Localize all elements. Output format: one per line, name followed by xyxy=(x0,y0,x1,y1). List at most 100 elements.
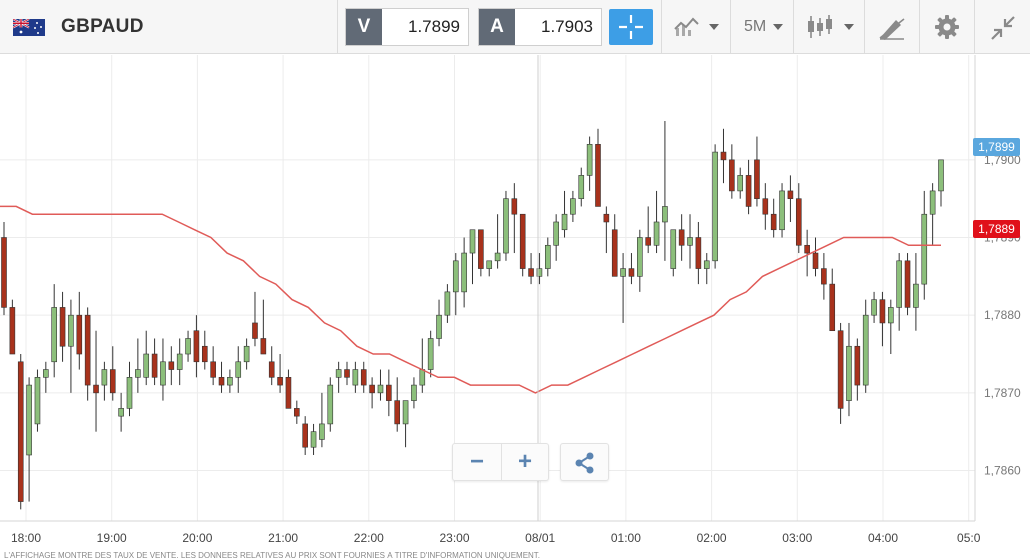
candle-body xyxy=(68,314,74,347)
crosshair-button[interactable] xyxy=(609,9,653,45)
current-price-tag: 1,7899 xyxy=(973,138,1020,156)
chevron-down-icon xyxy=(709,24,719,30)
gb-au-flag-icon xyxy=(13,19,45,36)
line-chart-icon xyxy=(674,17,699,36)
candle xyxy=(879,291,886,347)
candle xyxy=(444,284,451,323)
buy-quote-button[interactable]: A 1.7903 xyxy=(478,8,602,46)
candle xyxy=(888,299,894,355)
candle xyxy=(544,237,551,277)
candle xyxy=(779,183,785,238)
candle xyxy=(938,159,944,207)
candle-body xyxy=(536,268,543,277)
candle xyxy=(896,253,902,331)
candle xyxy=(871,291,877,323)
candle xyxy=(9,299,16,355)
candle-body xyxy=(645,237,651,246)
disclaimer-text: L'AFFICHAGE MONTRE DES TAUX DE VENTE. LE… xyxy=(4,552,541,560)
zoom-out-button[interactable]: − xyxy=(453,444,501,480)
toolbar-divider xyxy=(730,0,731,54)
candle-body xyxy=(436,314,442,339)
zoom-in-button[interactable]: + xyxy=(501,444,549,480)
share-button[interactable] xyxy=(560,443,609,481)
candle-body xyxy=(595,144,601,207)
toolbar-divider xyxy=(337,0,338,54)
candle xyxy=(436,299,442,347)
candle xyxy=(695,221,702,285)
candle xyxy=(26,377,32,502)
zoom-divider xyxy=(501,444,502,480)
candle xyxy=(829,268,836,332)
candle xyxy=(503,190,509,261)
candle-body xyxy=(578,175,585,199)
candle-body xyxy=(235,361,242,378)
instrument-symbol: GBPAUD xyxy=(61,16,144,37)
candle xyxy=(670,229,677,277)
buy-label: A xyxy=(479,9,515,45)
candle xyxy=(561,190,568,238)
candle xyxy=(185,330,191,362)
drawing-tools-button[interactable] xyxy=(865,0,919,54)
moving-average-line xyxy=(0,205,941,394)
buy-price: 1.7903 xyxy=(541,17,593,36)
candle-body xyxy=(561,213,568,231)
candle xyxy=(268,346,275,386)
candle xyxy=(109,346,116,401)
candle xyxy=(637,229,643,292)
candle xyxy=(218,361,225,393)
candle-body xyxy=(260,338,267,355)
candle xyxy=(578,167,585,207)
candle xyxy=(452,253,459,316)
candle-body xyxy=(904,260,911,308)
chart-type-menu[interactable] xyxy=(662,0,730,54)
candle-body xyxy=(503,198,509,254)
candle xyxy=(687,214,693,269)
candle-body xyxy=(653,221,660,246)
candle xyxy=(360,361,367,393)
candle xyxy=(126,361,133,417)
candle xyxy=(335,361,342,393)
candle-body xyxy=(143,353,150,378)
candle-body xyxy=(193,330,200,363)
candle xyxy=(787,175,794,222)
candles xyxy=(1,121,944,510)
candle-body xyxy=(611,229,618,277)
candle-body xyxy=(168,361,175,370)
candle-body xyxy=(335,369,342,378)
timeframe-menu[interactable]: 5M xyxy=(731,0,793,54)
candle-body xyxy=(126,377,133,409)
candle-body xyxy=(360,369,367,386)
candle-body xyxy=(888,307,894,324)
candle-body xyxy=(921,213,928,285)
candle-body xyxy=(821,268,827,285)
collapse-button[interactable] xyxy=(975,0,1030,54)
settings-button[interactable] xyxy=(920,0,974,54)
candle xyxy=(929,183,936,246)
candle-body xyxy=(695,237,702,269)
share-icon xyxy=(575,452,594,474)
candle-body xyxy=(294,408,300,417)
candle-style-menu[interactable] xyxy=(794,0,864,54)
candle-body xyxy=(854,345,861,386)
candle-body xyxy=(394,400,401,425)
candle xyxy=(586,136,593,191)
candle-body xyxy=(302,423,308,448)
candle xyxy=(620,253,626,323)
candle-body xyxy=(109,369,116,394)
candle xyxy=(302,416,308,455)
timeframe-label: 5M xyxy=(744,18,767,35)
price-tick-label: 1,7900 xyxy=(984,153,1021,167)
candle xyxy=(93,330,99,432)
candle xyxy=(519,213,526,277)
candle-body xyxy=(745,175,752,207)
candle-body xyxy=(218,377,225,386)
candle-body xyxy=(327,384,334,425)
candle xyxy=(821,253,827,300)
candle xyxy=(101,361,108,401)
candle-body xyxy=(620,268,626,277)
sell-quote-button[interactable]: V 1.7899 xyxy=(345,8,469,46)
candle xyxy=(737,167,744,199)
